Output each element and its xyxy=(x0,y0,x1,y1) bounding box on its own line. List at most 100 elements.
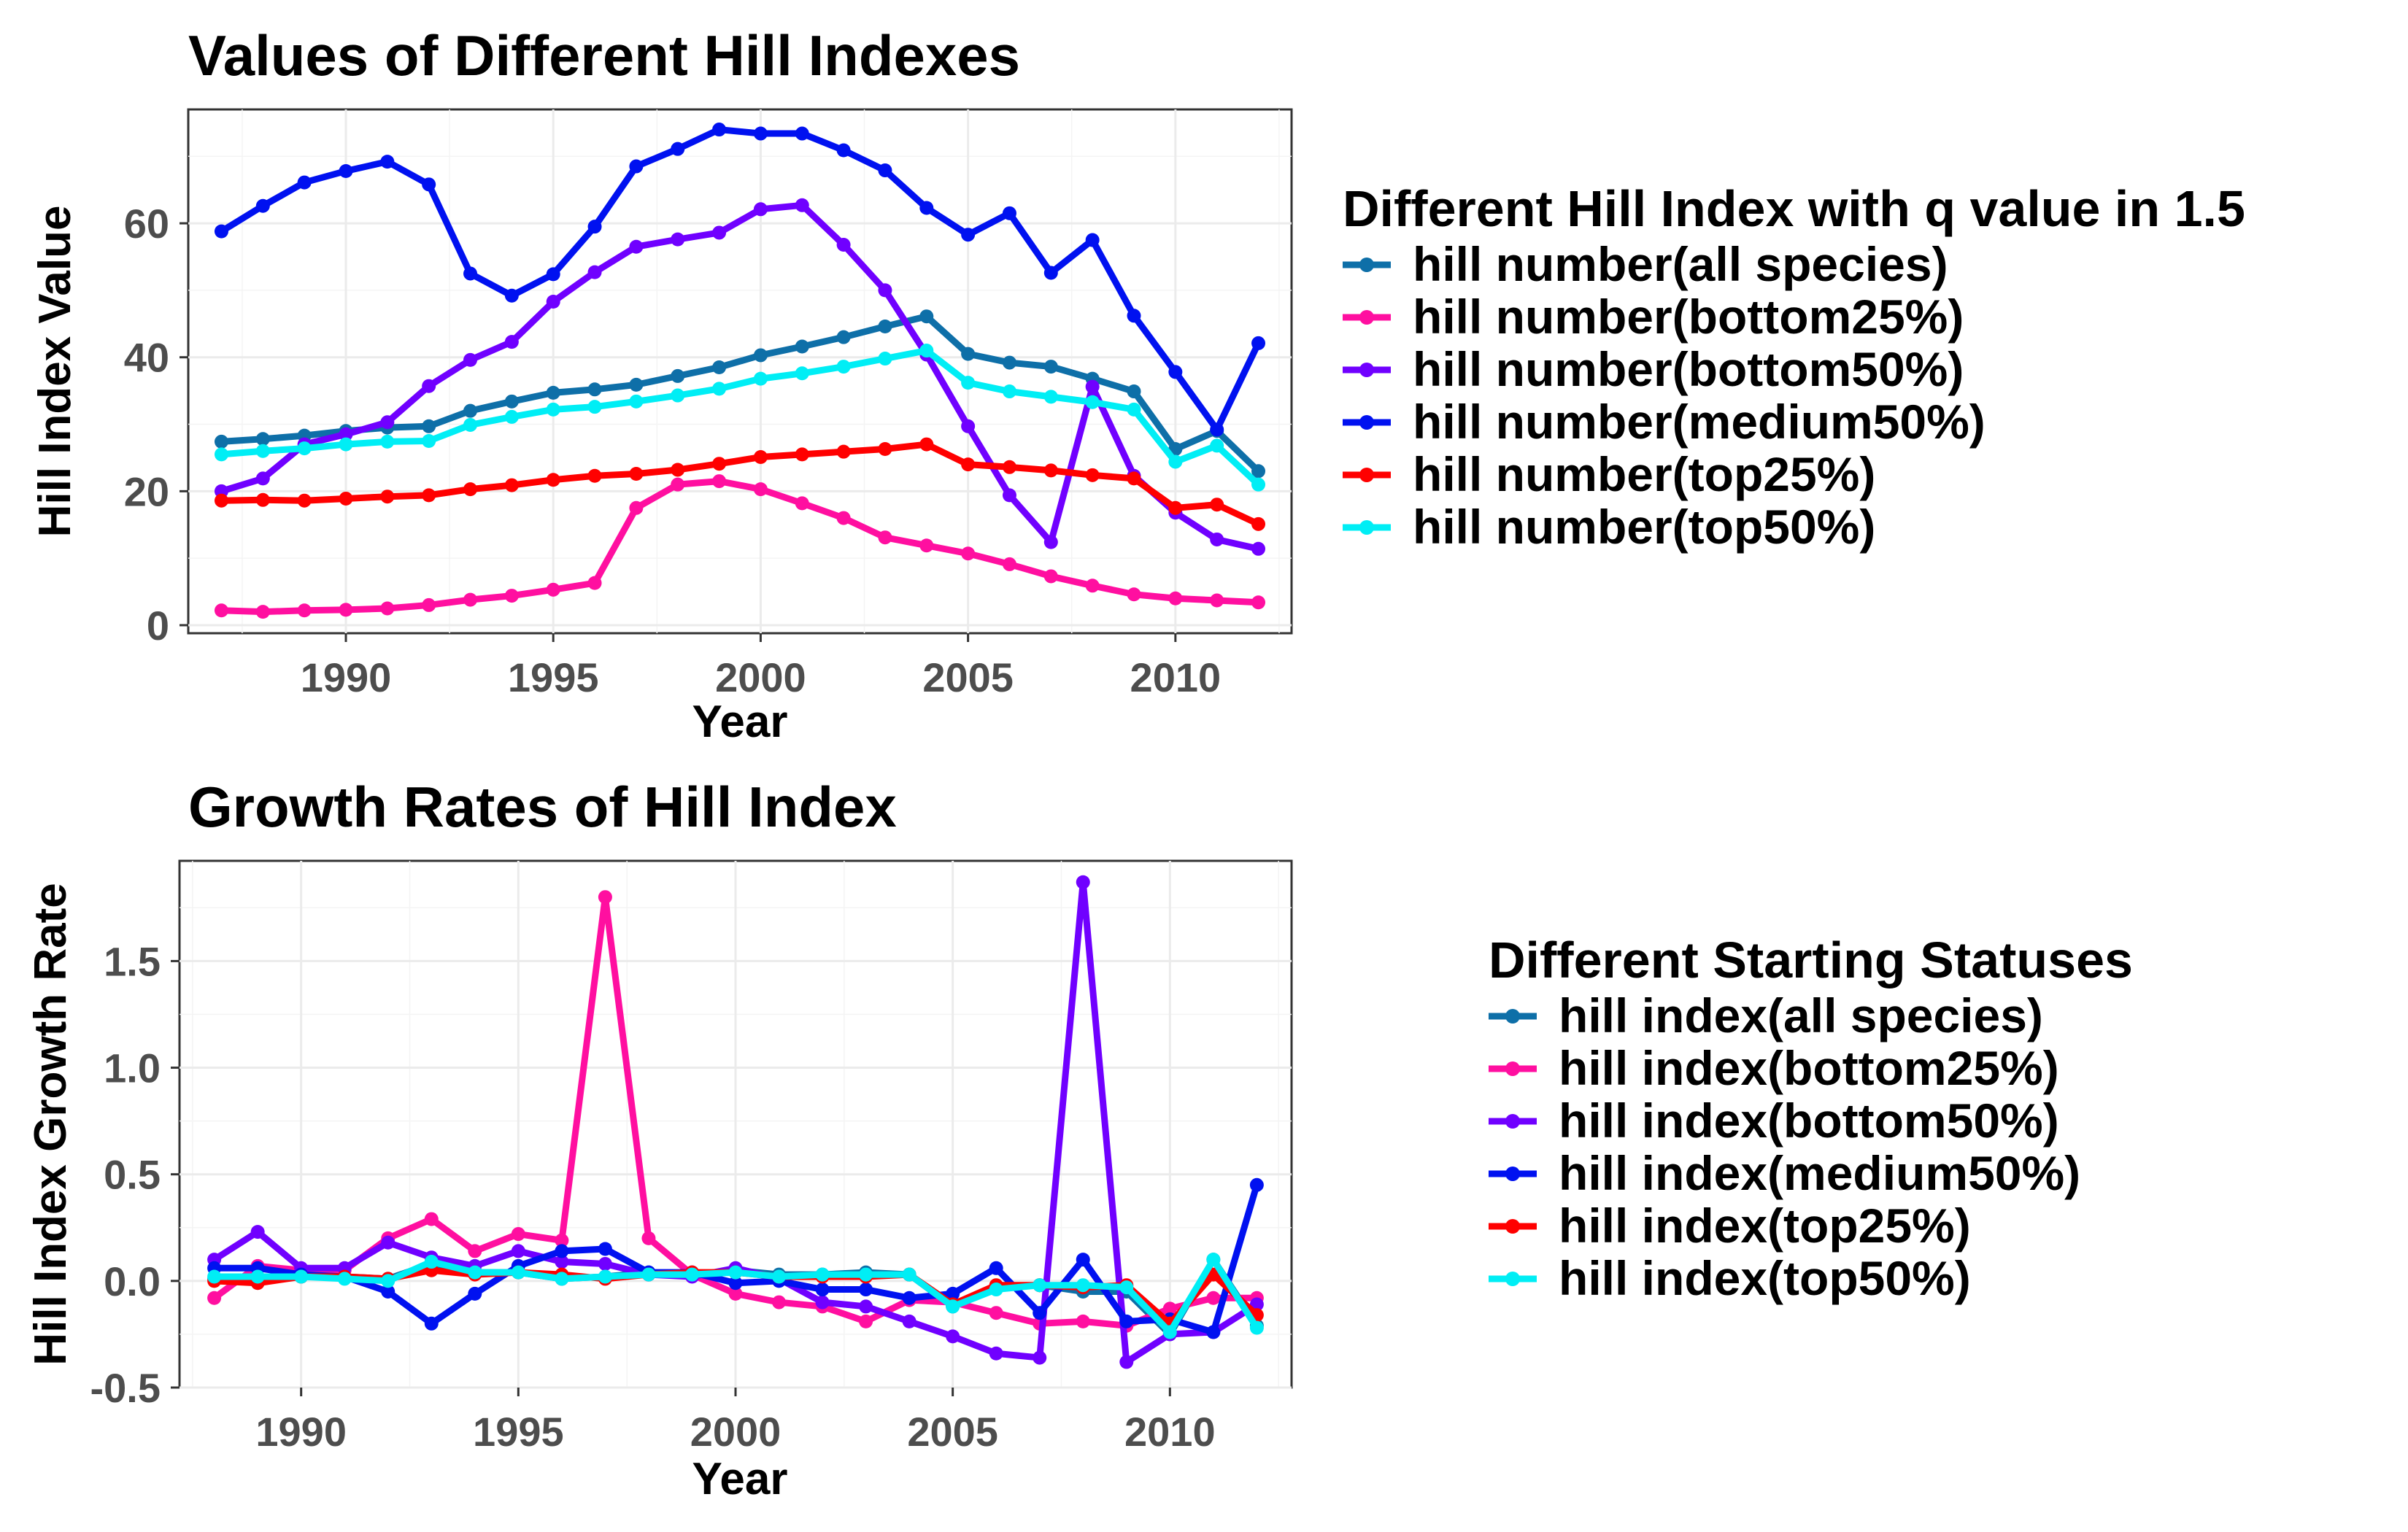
data-point xyxy=(1076,1253,1090,1267)
y-tick-label: 0.5 xyxy=(104,1152,161,1198)
data-point xyxy=(1043,266,1058,280)
data-point xyxy=(1210,532,1224,546)
data-point xyxy=(1002,557,1016,571)
data-point xyxy=(836,330,851,344)
x-tick-label: 2010 xyxy=(1124,1409,1216,1455)
legend-key-point xyxy=(1505,1272,1520,1286)
data-point xyxy=(1249,1320,1264,1335)
data-point xyxy=(1085,395,1100,409)
data-point xyxy=(1033,1306,1047,1320)
x-ticks: 1990 1995 2000 2005 2010 xyxy=(301,633,1221,700)
data-point xyxy=(1210,438,1224,453)
data-point xyxy=(587,382,602,397)
legend-label: hill number(bottom25%) xyxy=(1413,290,1964,344)
data-point xyxy=(878,319,892,333)
data-point xyxy=(902,1314,916,1328)
data-point xyxy=(671,232,685,247)
data-point xyxy=(255,605,270,619)
y-tick-label: -0.5 xyxy=(90,1365,161,1411)
x-axis-title: Year xyxy=(692,697,787,747)
y-tick-label: 60 xyxy=(124,201,169,247)
data-point xyxy=(297,441,312,456)
data-point xyxy=(1002,384,1016,399)
data-point xyxy=(504,394,519,409)
x-ticks: 1990 1995 2000 2005 2010 xyxy=(255,1388,1216,1455)
data-point xyxy=(463,482,478,497)
data-point xyxy=(859,1283,873,1297)
data-point xyxy=(629,159,644,174)
data-point xyxy=(753,450,768,465)
data-point xyxy=(504,589,519,603)
x-tick-label: 2005 xyxy=(922,654,1014,700)
data-point xyxy=(753,371,768,386)
legend-label: hill number(bottom50%) xyxy=(1413,342,1964,396)
data-point xyxy=(753,126,768,141)
data-point xyxy=(795,447,809,462)
data-point xyxy=(214,493,228,508)
data-point xyxy=(859,1299,873,1314)
data-point xyxy=(1127,309,1141,323)
legend-key-point xyxy=(1359,520,1374,535)
data-point xyxy=(919,309,934,324)
data-point xyxy=(712,225,727,240)
legend-items: hill index(all species)hill index(bottom… xyxy=(1489,989,2080,1305)
data-point xyxy=(772,1295,787,1309)
data-point xyxy=(422,177,436,192)
data-point xyxy=(989,1261,1003,1275)
data-point xyxy=(1168,500,1183,515)
data-point xyxy=(815,1283,830,1297)
data-point xyxy=(712,123,727,137)
data-point xyxy=(250,1225,265,1239)
legend-key-point xyxy=(1359,415,1374,430)
data-point xyxy=(919,201,934,215)
data-point xyxy=(961,546,976,561)
data-point xyxy=(1210,498,1224,512)
legend-label: hill index(medium50%) xyxy=(1559,1146,2080,1200)
data-point xyxy=(1127,471,1141,486)
y-tick-label: 1.5 xyxy=(104,938,161,984)
data-point xyxy=(795,339,809,354)
data-point xyxy=(836,444,851,459)
data-point xyxy=(946,1329,960,1344)
data-point xyxy=(207,1291,222,1305)
data-point xyxy=(1206,1253,1221,1267)
data-point xyxy=(1251,477,1266,492)
data-point xyxy=(214,603,228,618)
data-point xyxy=(546,582,560,597)
y-axis-title: Hill Index Growth Rate xyxy=(26,883,76,1365)
data-point xyxy=(961,457,976,472)
data-point xyxy=(878,163,892,178)
data-point xyxy=(815,1267,830,1282)
data-point xyxy=(815,1295,830,1309)
data-point xyxy=(1119,1280,1134,1295)
x-tick-label: 1995 xyxy=(508,654,599,700)
data-point xyxy=(919,344,934,358)
y-tick-label: 1.0 xyxy=(104,1045,161,1091)
data-point xyxy=(297,603,312,618)
data-point xyxy=(1251,541,1266,556)
data-point xyxy=(629,466,644,481)
chart-title: Values of Different Hill Indexes xyxy=(188,23,1020,88)
data-point xyxy=(629,500,644,515)
legend-key-point xyxy=(1359,468,1374,482)
data-point xyxy=(836,360,851,374)
data-point xyxy=(1127,384,1141,399)
data-point xyxy=(1119,1355,1134,1369)
data-point xyxy=(961,376,976,390)
data-point xyxy=(294,1269,309,1284)
legend-key-point xyxy=(1505,1061,1520,1076)
legend-label: hill number(all species) xyxy=(1413,237,1948,291)
data-point xyxy=(339,163,353,178)
data-point xyxy=(753,348,768,363)
data-point xyxy=(587,576,602,590)
data-point xyxy=(641,1231,656,1245)
data-point xyxy=(712,360,727,374)
data-point xyxy=(629,377,644,392)
series-group xyxy=(214,123,1266,619)
series-group xyxy=(207,875,1264,1369)
series-line xyxy=(217,126,1262,433)
data-point xyxy=(728,1286,743,1301)
data-point xyxy=(511,1265,525,1280)
data-point xyxy=(511,1244,525,1258)
data-point xyxy=(989,1283,1003,1297)
